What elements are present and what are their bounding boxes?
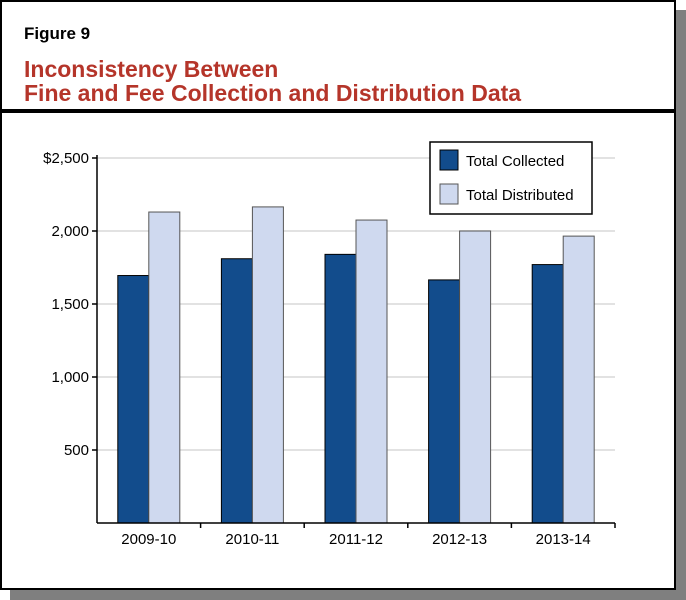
bar-total-collected [531, 264, 564, 524]
y-tick-label: 500 [64, 442, 89, 459]
bar-total-distributed [148, 211, 181, 524]
x-tick-label: 2009-10 [121, 531, 176, 548]
legend-swatch [439, 149, 459, 171]
y-tick-label: 2,000 [51, 223, 89, 240]
bar-total-collected [324, 253, 357, 524]
title-line-1: Inconsistency Between [24, 56, 279, 82]
bar-total-distributed [459, 230, 492, 524]
y-tick-label: $2,500 [43, 150, 89, 167]
bar-total-distributed [355, 219, 388, 524]
x-tick-label: 2012-13 [432, 531, 487, 548]
figure-title: Inconsistency Between Fine and Fee Colle… [24, 57, 521, 105]
legend-label: Total Collected [466, 153, 564, 170]
figure-label: Figure 9 [24, 24, 91, 43]
legend-label: Total Distributed [466, 187, 574, 204]
x-tick-label: 2011-12 [329, 531, 383, 548]
title-line-2: Fine and Fee Collection and Distribution… [24, 80, 522, 106]
y-tick-label: 1,000 [51, 369, 89, 386]
y-tick-label: 1,500 [51, 296, 89, 313]
bar-total-collected [220, 258, 253, 524]
legend-swatch [439, 183, 459, 205]
x-tick-label: 2010-11 [225, 531, 279, 548]
bar-total-collected [117, 275, 150, 524]
bar-total-distributed [251, 206, 284, 524]
bar-total-collected [428, 279, 461, 524]
x-tick-label: 2013-14 [536, 531, 591, 548]
header-rule [2, 109, 674, 113]
bar-total-distributed [562, 235, 595, 524]
